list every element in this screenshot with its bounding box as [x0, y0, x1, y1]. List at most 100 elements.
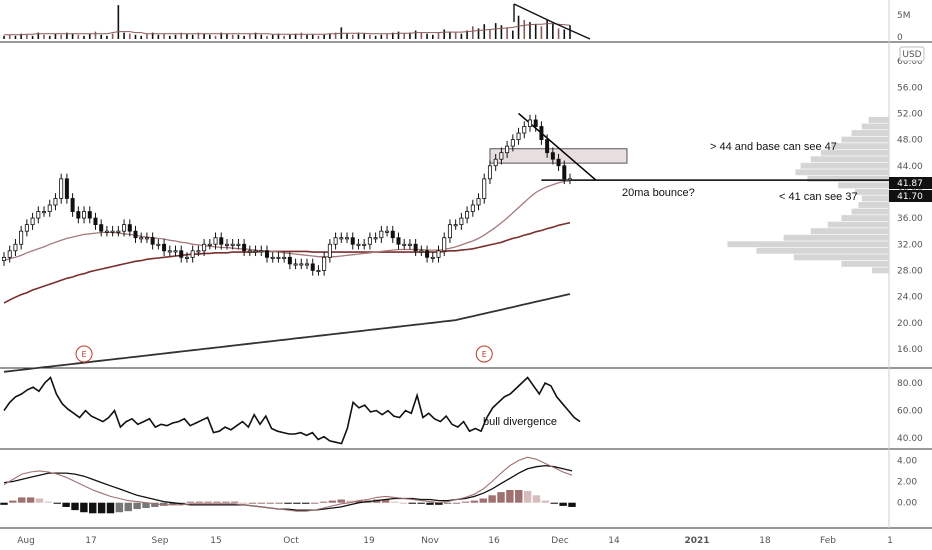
macd-histogram-bar: [9, 500, 17, 503]
candle: [242, 243, 247, 252]
candle: [419, 250, 424, 253]
time-axis-tick: 18: [759, 536, 771, 546]
candle: [173, 250, 178, 253]
volume-profile-bar: [827, 221, 889, 228]
candle: [287, 256, 292, 265]
volume-profile-bar: [810, 228, 889, 235]
candle: [2, 256, 7, 262]
candle: [259, 250, 264, 253]
candle: [19, 230, 24, 245]
candle: [219, 237, 224, 245]
price-axis-tick: 20.00: [897, 319, 923, 329]
candle: [493, 158, 498, 167]
candle: [568, 178, 573, 181]
price-axis-tick: 24.00: [897, 293, 923, 303]
annotation-breakout: > 44 and base can see 47: [710, 141, 837, 153]
candle: [413, 243, 418, 252]
candle: [550, 152, 555, 160]
macd-histogram-bar: [284, 502, 292, 504]
candle: [42, 211, 47, 214]
macd-histogram-bar: [355, 500, 363, 503]
volume-profile-bar: [821, 149, 889, 156]
candle: [379, 230, 384, 239]
macd-histogram-bar: [293, 502, 301, 504]
volume-profile-bar: [851, 130, 889, 136]
candle: [345, 237, 350, 240]
candle: [230, 243, 235, 246]
macd-histogram-bar: [18, 497, 26, 503]
candle: [133, 230, 138, 239]
candle: [407, 243, 412, 246]
oscillator-panel: [3, 376, 581, 445]
volume-profile-bar: [795, 169, 889, 176]
macd-histogram-bar: [310, 502, 319, 504]
volume-profile-bar: [868, 117, 889, 123]
candle: [327, 243, 332, 258]
candle: [367, 237, 372, 245]
time-axis-tick: 16: [488, 536, 500, 546]
candle: [333, 237, 338, 245]
candle: [499, 152, 504, 160]
macd-histogram-bar: [186, 501, 195, 503]
candle: [59, 178, 64, 199]
annotation-20ma-bounce: 20ma bounce?: [622, 187, 695, 199]
macd-histogram-bar: [390, 501, 399, 503]
volume-axis-tick: 5M: [897, 11, 911, 21]
candle: [53, 198, 58, 206]
candle: [247, 250, 252, 253]
macd-histogram-bar: [257, 502, 266, 504]
candle: [310, 263, 315, 271]
candle: [436, 250, 441, 258]
price-axis-tick: 16.00: [897, 345, 923, 355]
volume-profile-bar: [838, 182, 889, 189]
macd-histogram-bar: [275, 502, 283, 504]
candle: [282, 256, 287, 259]
volume-profile-bar: [831, 143, 889, 150]
oscillator-axis-tick: 80.00: [897, 379, 923, 389]
currency-badge[interactable]: [899, 46, 925, 62]
macd-histogram-bar: [151, 502, 159, 507]
candle: [24, 224, 29, 232]
macd-histogram-bar: [266, 502, 274, 504]
candle: [110, 230, 115, 233]
candle: [516, 132, 521, 140]
macd-histogram-bar: [452, 502, 461, 504]
macd-histogram-bar: [168, 502, 177, 505]
candle: [476, 198, 481, 206]
macd-histogram-bar: [62, 502, 70, 507]
candle: [36, 211, 41, 219]
volume-profile-bar: [800, 162, 889, 169]
price-axis-tick: 36.00: [897, 214, 923, 224]
macd-histogram-bar: [381, 499, 390, 503]
volume-profile-bar: [841, 215, 889, 222]
volume-profile-bar: [872, 267, 889, 274]
time-axis-tick: Dec: [551, 536, 568, 546]
macd-histogram-bar: [53, 502, 61, 504]
candle: [139, 237, 144, 240]
candle: [253, 250, 258, 253]
sma200-line: [3, 293, 571, 373]
time-axis-tick: Sep: [152, 536, 169, 546]
candle: [270, 256, 275, 259]
macd-histogram-bar: [506, 490, 514, 503]
volume-profile-bar: [855, 188, 889, 195]
candle: [299, 263, 304, 266]
price-tag-last-label: 41.87: [897, 179, 923, 189]
candle: [144, 237, 149, 240]
candle: [527, 119, 532, 127]
candle: [76, 211, 81, 219]
volume-profile-bar: [727, 241, 889, 248]
macd-histogram-bar: [523, 491, 532, 503]
candle: [522, 126, 527, 134]
volume-profile-bar: [861, 123, 889, 130]
time-axis-tick: Aug: [17, 536, 35, 546]
candle: [99, 224, 104, 232]
axes: 5M 0 60.00 56.00 52.00 48.00 44.00 40.00 36.00 32…: [17, 11, 923, 546]
time-axis-tick: Oct: [283, 536, 299, 546]
candle: [510, 139, 515, 147]
volume-profile-bar: [783, 234, 889, 241]
candle: [396, 237, 401, 245]
time-axis-tick: Nov: [421, 536, 439, 546]
macd-histogram-bar: [239, 502, 248, 504]
